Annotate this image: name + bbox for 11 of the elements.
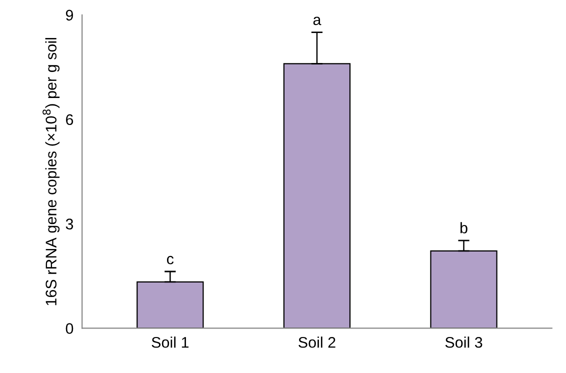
y-tick-label: 0 bbox=[66, 323, 74, 334]
annotation: c bbox=[166, 256, 174, 264]
annotation: b bbox=[460, 222, 468, 234]
y-tick-label: 6 bbox=[66, 114, 74, 126]
y-tick-label: 9 bbox=[66, 10, 74, 21]
x-tick-label: Soil 1 bbox=[152, 336, 189, 348]
annotation: a bbox=[313, 16, 322, 26]
x-tick-label: Soil 2 bbox=[298, 336, 336, 348]
y-tick-label: 3 bbox=[66, 218, 74, 230]
y-axis-title: 16S rRNA gene copies (×10$^{8}$) per g soil bbox=[42, 38, 60, 306]
x-tick-label: Soil 3 bbox=[445, 336, 482, 348]
